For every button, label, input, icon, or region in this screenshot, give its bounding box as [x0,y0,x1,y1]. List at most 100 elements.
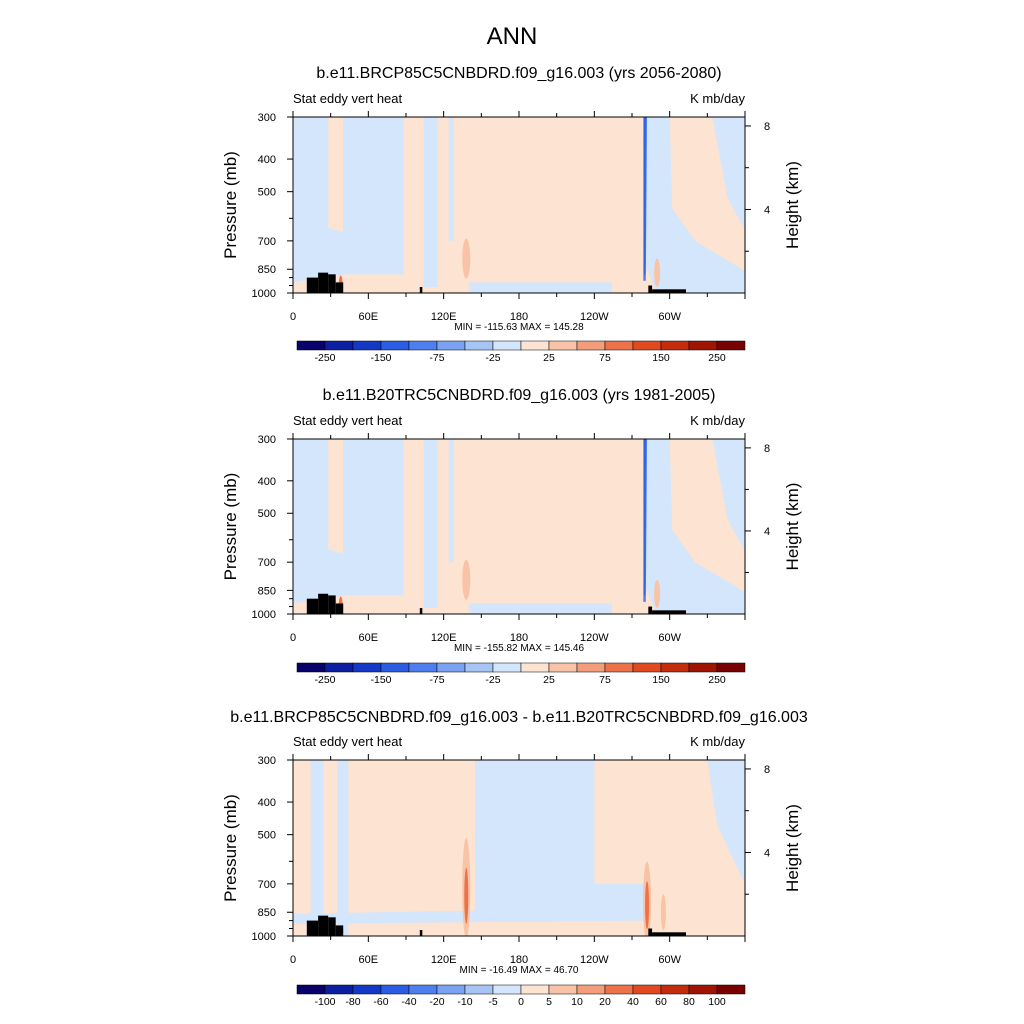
land-mask [306,920,319,936]
land-mask [335,603,344,614]
colorbar-swatch [576,340,606,351]
contour-negative-region [336,760,349,936]
min-max-label: MIN = -115.63 MAX = 145.28 [454,322,584,333]
colorbar-label: -20 [429,996,444,1008]
colorbar-swatch [576,984,606,995]
colorbar: -250 -150 -75 -25 25 75 150 250 [296,340,746,364]
colorbar-swatch [492,984,522,995]
colorbar-label: 80 [683,996,695,1008]
contour-negative-region [423,117,438,288]
x-tick-label: 60E [359,311,379,323]
colorbar-label: -250 [314,674,335,686]
colorbar-swatch [604,340,634,351]
variable-label: Stat eddy vert heat [293,91,403,106]
y-tick-label: 1000 [252,931,276,943]
y-axis-right-title: Height (km) [783,804,802,892]
colorbar-swatch [436,662,466,673]
colorbar-label: 10 [571,996,583,1008]
colorbar-swatch [716,340,746,351]
contour-positive-blob [462,238,471,279]
colorbar-label: -10 [457,996,472,1008]
x-tick-label: 180 [510,632,528,644]
colorbar-label: 150 [652,674,670,686]
x-tick-label: 120E [431,632,457,644]
colorbar-label: -40 [401,996,416,1008]
y-tick-label: 850 [258,264,276,276]
contour-positive-blob [654,579,661,608]
contour-field [293,760,745,936]
land-mask [335,282,344,293]
y-tick-label: 1000 [252,288,276,300]
colorbar-label: -25 [485,674,500,686]
x-tick-label: 60W [658,311,681,323]
colorbar-swatch [520,984,550,995]
land-mask [318,593,329,614]
contour-field [293,439,745,614]
colorbar-label: 150 [652,352,670,364]
land-mask [306,598,319,614]
colorbar-swatch [604,984,634,995]
y-axis-title: Pressure (mb) [221,151,240,259]
x-tick-label: 60E [359,632,379,644]
colorbar-label: 250 [708,674,726,686]
contour-negative-region [423,439,438,609]
colorbar-swatch [352,984,382,995]
variable-label: Stat eddy vert heat [293,734,403,749]
colorbar-swatch [352,662,382,673]
contour-positive-blob [660,894,666,931]
colorbar-swatch [632,340,662,351]
panel-title: b.e11.BRCP85C5CNBDRD.f09_g16.003 (yrs 20… [316,65,721,82]
y-tick-label: 850 [258,907,276,919]
colorbar-swatch [352,340,382,351]
colorbar-swatch [688,662,718,673]
contour-negative-region [707,760,745,884]
figure-title: ANN [487,23,538,50]
colorbar-swatch [688,984,718,995]
contour-negative-region [310,760,324,921]
colorbar-label: -60 [373,996,388,1008]
x-tick-label: 120E [431,954,457,966]
colorbar-swatch [660,340,690,351]
colorbar-label: 40 [627,996,639,1008]
colorbar-label: -75 [429,674,444,686]
colorbar-label: 60 [655,996,667,1008]
colorbar-swatch [380,984,410,995]
land-mask [419,608,423,614]
panel-2: b.e11.B20TRC5CNBDRD.f09_g16.003 (yrs 198… [221,387,802,686]
y-right-tick-label: 4 [764,526,770,538]
colorbar-swatch [604,662,634,673]
contour-negative-region [293,760,645,924]
x-tick-label: 120W [580,311,609,323]
colorbar-swatch [296,984,326,995]
colorbar-swatch [716,984,746,995]
x-tick-label: 0 [290,632,296,644]
contour-negative-region [644,117,646,275]
x-tick-label: 120W [580,632,609,644]
colorbar-swatch [324,984,354,995]
land-mask [648,285,653,293]
land-mask [419,930,423,936]
contour-negative-region [468,603,612,614]
colorbar-swatch [464,662,494,673]
colorbar-swatch [380,340,410,351]
colorbar-label: 20 [599,996,611,1008]
colorbar-label: 100 [708,996,726,1008]
y-tick-label: 300 [258,112,276,124]
y-tick-label: 700 [258,236,276,248]
land-mask [652,932,686,936]
colorbar-swatch [688,340,718,351]
contour-field [293,117,745,293]
colorbar-swatch [576,662,606,673]
y-right-tick-label: 8 [764,764,770,776]
contour-positive-blob [464,867,469,924]
colorbar-swatch [408,984,438,995]
colorbar-swatch [408,340,438,351]
colorbar-swatch [660,984,690,995]
y-axis-title: Pressure (mb) [221,473,240,581]
colorbar-label: 250 [708,352,726,364]
y-tick-label: 500 [258,508,276,520]
contour-negative-region [644,439,646,596]
land-mask [648,928,653,936]
colorbar: -100 -80 -60 -40 -20 -10 -5 0 5 10 20 40 60 80 100 [296,984,746,1008]
x-tick-label: 180 [510,311,528,323]
